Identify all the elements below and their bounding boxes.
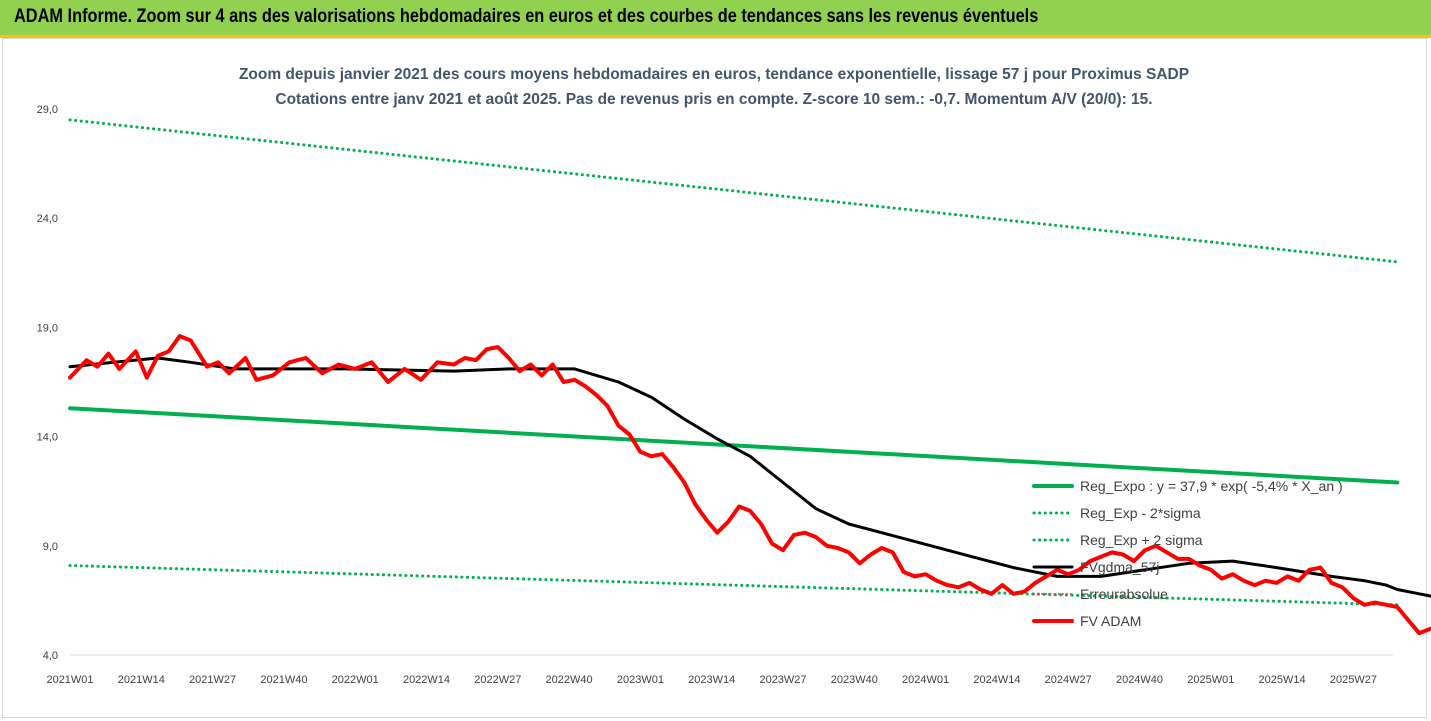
report-banner: ADAM Informe. Zoom sur 4 ans des valoris… bbox=[0, 0, 1431, 38]
x-tick-label: 2021W01 bbox=[46, 674, 93, 686]
y-tick-label: 9,0 bbox=[43, 541, 58, 553]
y-tick-label: 29,0 bbox=[37, 104, 58, 116]
series-line bbox=[68, 118, 1399, 264]
x-tick-label: 2023W27 bbox=[759, 674, 806, 686]
x-tick-label: 2022W27 bbox=[474, 674, 521, 686]
x-tick-label: 2025W01 bbox=[1187, 674, 1234, 686]
x-axis: 2021W01 2021W14 2021W27 2021W40 2022W01 2022W… bbox=[46, 654, 1393, 686]
legend-label: Reg_Expo : y = 37,9 * exp( -5,4% * X_an … bbox=[1080, 478, 1343, 494]
report-banner-title: ADAM Informe. Zoom sur 4 ans des valoris… bbox=[14, 6, 1039, 27]
chart-subtitle: Cotations entre janv 2021 et août 2025. … bbox=[275, 91, 1152, 108]
y-tick-label: 24,0 bbox=[37, 213, 58, 225]
y-axis: 29,0 24,0 19,0 14,0 9,0 4,0 bbox=[37, 104, 58, 662]
x-tick-label: 2022W14 bbox=[403, 674, 450, 686]
x-tick-label: 2021W14 bbox=[118, 674, 165, 686]
x-tick-label: 2025W14 bbox=[1259, 674, 1306, 686]
x-tick-label: 2024W14 bbox=[973, 674, 1020, 686]
x-tick-label: 2023W01 bbox=[617, 674, 664, 686]
legend-label: Reg_Exp - 2*sigma bbox=[1080, 505, 1201, 521]
series-line bbox=[68, 334, 1431, 636]
x-tick-label: 2021W27 bbox=[189, 674, 236, 686]
x-tick-label: 2024W01 bbox=[902, 674, 949, 686]
legend-label: Reg_Exp + 2 sigma bbox=[1080, 532, 1203, 548]
series-layer bbox=[68, 118, 1431, 636]
series-line bbox=[68, 564, 1399, 607]
x-tick-label: 2024W27 bbox=[1045, 674, 1092, 686]
x-tick-label: 2024W40 bbox=[1116, 674, 1163, 686]
y-tick-label: 14,0 bbox=[37, 432, 58, 444]
x-tick-label: 2025W27 bbox=[1330, 674, 1377, 686]
legend: Reg_Expo : y = 37,9 * exp( -5,4% * X_an … bbox=[1032, 478, 1343, 629]
chart-title: Zoom depuis janvier 2021 des cours moyen… bbox=[239, 66, 1189, 83]
chart-frame bbox=[2, 38, 1427, 718]
x-tick-label: 2023W40 bbox=[831, 674, 878, 686]
x-tick-label: 2021W40 bbox=[260, 674, 307, 686]
x-tick-label: 2023W14 bbox=[688, 674, 735, 686]
x-tick-label: 2022W40 bbox=[546, 674, 593, 686]
x-tick-label: 2022W01 bbox=[332, 674, 379, 686]
legend-label: FVgdma_57j bbox=[1080, 559, 1159, 575]
legend-label: Erreurabsolue bbox=[1080, 586, 1168, 602]
y-tick-label: 4,0 bbox=[43, 650, 58, 662]
series-line bbox=[68, 406, 1400, 485]
y-tick-label: 19,0 bbox=[37, 322, 58, 334]
legend-label: FV ADAM bbox=[1080, 613, 1141, 629]
series-line bbox=[68, 356, 1431, 598]
